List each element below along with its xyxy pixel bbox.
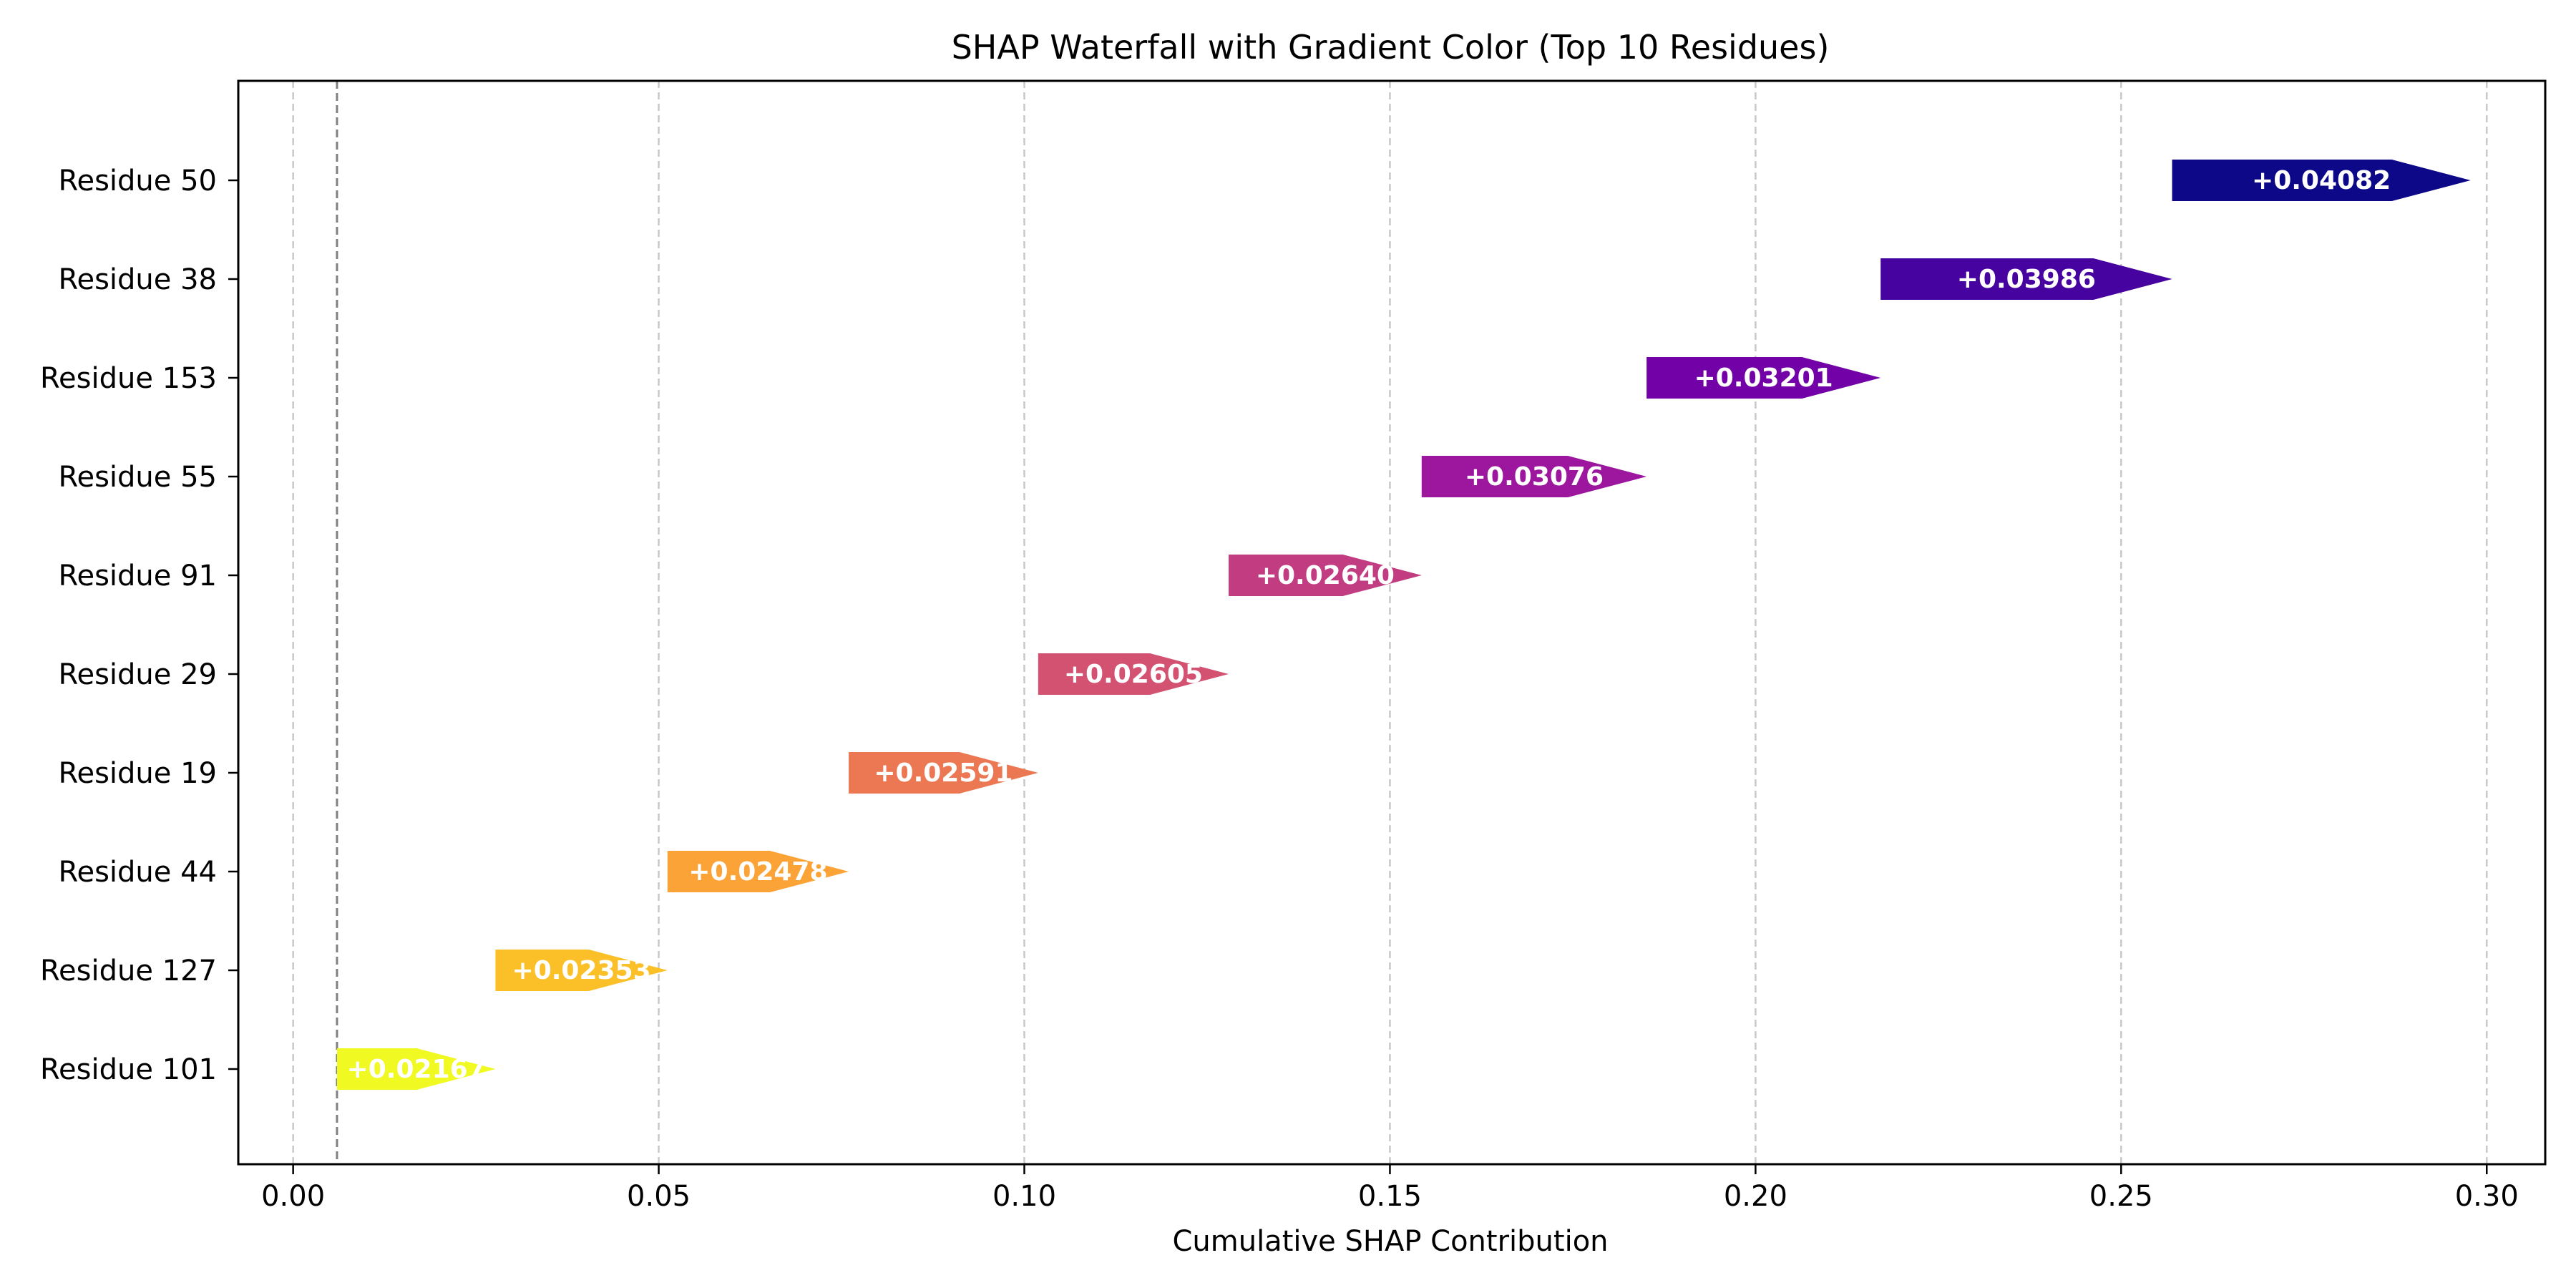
y-tick-label: Residue 29: [58, 658, 217, 691]
x-tick-label: 0.10: [992, 1180, 1056, 1213]
waterfall-bar: [1038, 653, 1229, 695]
bar-value-label: +0.02353: [512, 956, 651, 985]
bar-value-label: +0.03986: [1957, 265, 2096, 294]
x-tick-label: 0.15: [1358, 1180, 1422, 1213]
plot-frame: [237, 79, 2547, 1166]
y-tick-label: Residue 38: [58, 263, 217, 296]
x-axis-label: Cumulative SHAP Contribution: [1172, 1225, 1608, 1258]
bars-layer: +0.02167 +0.02353 +0.02478 +0.02591 +0.02605…: [336, 160, 2471, 1090]
waterfall-bar: [1646, 357, 1881, 399]
x-tick-label: 0.20: [1724, 1180, 1787, 1213]
y-tick-label: Residue 101: [40, 1053, 217, 1086]
waterfall-bar: [1880, 258, 2172, 300]
y-tick-label: Residue 91: [58, 560, 217, 592]
waterfall-bar: [495, 950, 668, 991]
bar-value-label: +0.02167: [347, 1055, 486, 1084]
bar-value-label: +0.02605: [1064, 660, 1203, 689]
waterfall-bar: [1421, 456, 1647, 497]
bar-value-label: +0.03076: [1465, 462, 1604, 492]
bar-value-label: +0.03201: [1694, 364, 1833, 393]
chart-title: SHAP Waterfall with Gradient Color (Top …: [952, 28, 1830, 67]
y-tick-label: Residue 127: [40, 955, 217, 987]
y-tick-label: Residue 44: [58, 856, 217, 889]
waterfall-bar: [1229, 555, 1422, 596]
x-tick-label: 0.05: [627, 1180, 691, 1213]
x-tick-label: 0.25: [2089, 1180, 2153, 1213]
y-tick-label: Residue 55: [58, 461, 217, 494]
grid-layer: [292, 81, 2488, 1164]
waterfall-bar: [336, 1048, 496, 1090]
axis-layer: Residue 101 Residue 127 Residue 44 Residue …: [40, 79, 2547, 1213]
y-tick-label: Residue 50: [58, 165, 217, 197]
y-tick-label: Residue 19: [58, 757, 217, 790]
x-tick-label: 0.30: [2455, 1180, 2519, 1213]
bar-value-label: +0.02591: [874, 758, 1013, 788]
bar-value-label: +0.04082: [2252, 166, 2391, 195]
x-tick-label: 0.00: [261, 1180, 325, 1213]
y-tick-label: Residue 153: [40, 362, 217, 395]
waterfall-bar: [667, 851, 849, 892]
waterfall-bar: [2172, 160, 2471, 201]
waterfall-bar: [849, 752, 1038, 794]
bar-value-label: +0.02478: [688, 857, 827, 887]
bar-value-label: +0.02640: [1256, 561, 1395, 590]
